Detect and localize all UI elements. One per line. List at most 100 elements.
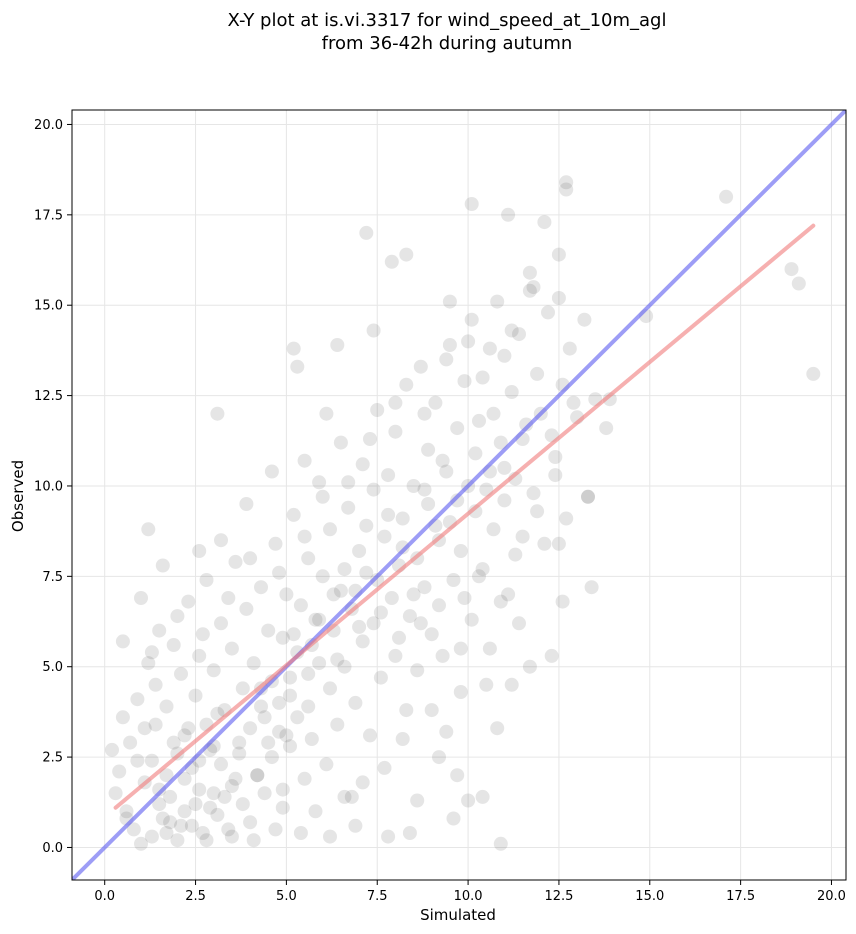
data-point	[377, 529, 392, 544]
data-point	[402, 826, 417, 840]
data-point	[450, 493, 465, 508]
data-point	[330, 338, 345, 352]
data-point	[453, 685, 468, 699]
data-point	[283, 739, 297, 754]
data-point	[344, 789, 359, 804]
data-point	[330, 652, 345, 667]
x-tick-label: 20.0	[817, 889, 846, 904]
data-point	[370, 403, 385, 417]
data-point	[170, 609, 185, 624]
data-point	[381, 829, 396, 844]
data-point	[330, 717, 345, 732]
data-point	[319, 406, 334, 421]
x-tick-label: 10.0	[454, 889, 483, 904]
data-point	[275, 782, 290, 797]
data-point	[275, 800, 290, 815]
data-point	[297, 771, 312, 786]
data-point	[257, 786, 272, 801]
data-point	[126, 822, 141, 837]
y-tick-label: 0.0	[42, 841, 63, 856]
data-point	[293, 826, 308, 840]
data-point	[123, 735, 138, 750]
data-point	[355, 457, 370, 472]
y-tick-label: 15.0	[34, 299, 63, 314]
data-point	[290, 359, 305, 374]
data-point	[410, 793, 425, 808]
data-point	[475, 370, 490, 385]
data-point	[224, 829, 239, 844]
data-point	[399, 247, 414, 262]
data-point	[392, 630, 406, 645]
data-point	[424, 703, 439, 718]
data-point	[464, 197, 479, 211]
data-point	[453, 544, 468, 558]
data-point	[221, 591, 236, 605]
data-point	[359, 225, 374, 240]
data-point	[370, 573, 385, 587]
data-point	[482, 641, 497, 656]
data-point	[413, 616, 428, 631]
data-point	[402, 609, 417, 624]
data-point	[199, 833, 214, 848]
data-point	[432, 750, 446, 765]
y-tick-label: 20.0	[34, 118, 63, 133]
data-point	[337, 659, 352, 674]
data-point	[464, 312, 479, 327]
data-point	[355, 775, 370, 790]
data-point	[210, 807, 225, 822]
data-point	[130, 753, 145, 768]
data-point	[584, 580, 599, 595]
x-axis-label: Simulated	[420, 906, 496, 924]
data-point	[475, 789, 490, 804]
data-point	[192, 782, 207, 797]
data-point	[155, 811, 170, 826]
data-point	[115, 710, 130, 725]
data-point	[337, 789, 352, 804]
data-point	[166, 735, 181, 750]
data-point	[784, 262, 799, 277]
data-point	[453, 641, 468, 656]
data-point	[188, 797, 203, 812]
data-point	[206, 663, 221, 678]
data-point	[555, 594, 570, 609]
plot-frame	[71, 109, 847, 881]
data-point	[551, 536, 566, 551]
x-tick-label: 5.0	[276, 889, 297, 904]
data-point	[184, 818, 199, 833]
data-point	[366, 482, 381, 497]
data-point	[493, 594, 508, 609]
data-point	[304, 732, 319, 746]
data-point	[461, 334, 476, 349]
data-point	[333, 583, 348, 598]
data-point	[195, 627, 210, 642]
data-point	[301, 666, 316, 681]
data-point	[493, 435, 508, 450]
data-point	[261, 623, 276, 638]
data-point	[363, 728, 377, 743]
data-point	[246, 833, 261, 848]
data-point	[341, 475, 356, 490]
data-point	[333, 435, 348, 450]
data-point	[537, 215, 552, 230]
data-point	[581, 489, 595, 504]
data-point	[217, 789, 232, 804]
data-point	[264, 464, 279, 479]
data-point	[450, 768, 465, 783]
data-point	[159, 699, 174, 714]
data-point	[381, 507, 396, 522]
data-point	[239, 497, 254, 511]
data-point	[192, 544, 207, 558]
data-point	[163, 815, 178, 830]
data-point	[326, 587, 341, 602]
y-tick-label: 12.5	[34, 389, 63, 404]
data-point	[108, 786, 123, 801]
data-point	[323, 829, 337, 844]
data-point	[243, 721, 258, 736]
data-point	[181, 721, 196, 736]
data-point	[435, 648, 450, 663]
data-point	[152, 797, 167, 812]
data-point	[472, 413, 486, 428]
data-point	[210, 706, 225, 721]
data-point	[137, 721, 152, 736]
